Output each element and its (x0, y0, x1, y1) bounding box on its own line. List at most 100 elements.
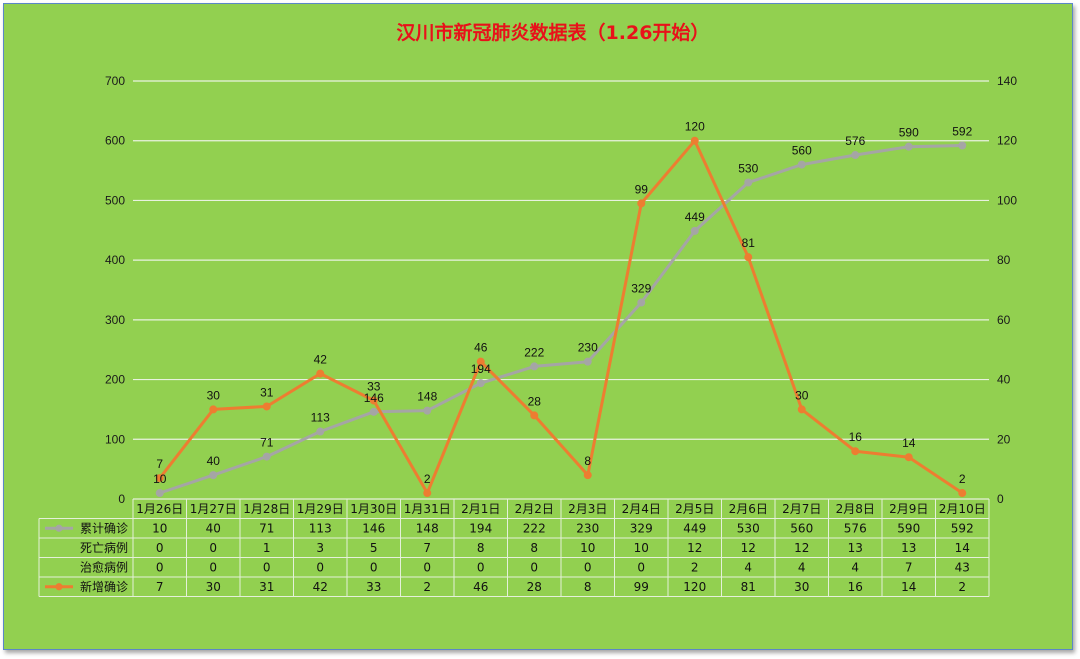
x-tick-label: 1月27日 (190, 502, 237, 516)
table-cell: 0 (209, 541, 217, 555)
data-label: 31 (260, 385, 274, 399)
data-point (797, 160, 806, 169)
table-cell: 7 (156, 580, 164, 594)
data-label: 28 (528, 394, 542, 408)
y-left-tick-label: 600 (105, 134, 125, 148)
data-label: 2 (959, 472, 966, 486)
table-cell: 576 (844, 522, 867, 536)
data-point (530, 411, 539, 420)
data-label: 8 (584, 454, 591, 468)
data-point (369, 407, 378, 416)
data-point (476, 357, 485, 366)
data-point (744, 178, 753, 187)
data-point (958, 489, 967, 498)
data-label: 30 (207, 388, 221, 402)
table-cell: 10 (634, 541, 649, 555)
x-tick-label: 2月4日 (622, 502, 661, 516)
x-tick-label: 1月29日 (297, 502, 344, 516)
x-tick-label: 2月6日 (729, 502, 768, 516)
data-label: 42 (314, 353, 328, 367)
series-line (158, 139, 964, 495)
data-label: 592 (952, 124, 972, 138)
series (155, 136, 967, 498)
y-left-tick-label: 100 (105, 432, 125, 446)
table-cell: 13 (901, 541, 916, 555)
table-cell: 560 (790, 522, 813, 536)
data-label: 530 (738, 162, 758, 176)
data-label: 2 (424, 472, 431, 486)
data-label: 113 (311, 411, 330, 425)
data-label: 7 (156, 457, 163, 471)
table-cell: 1 (263, 541, 271, 555)
table-cell: 2 (423, 580, 431, 594)
y-right-tick-label: 0 (997, 492, 1004, 506)
data-point (797, 405, 806, 414)
table-cell: 2 (958, 580, 966, 594)
y-left-tick-label: 700 (105, 74, 125, 88)
x-tick-label: 2月10日 (939, 502, 986, 516)
table-cell: 449 (683, 522, 706, 536)
table-cell: 8 (477, 541, 485, 555)
table-cell: 113 (309, 522, 332, 536)
table-cell: 33 (366, 580, 381, 594)
data-point (262, 452, 271, 461)
x-tick-label: 2月9日 (889, 502, 928, 516)
table-row-label: 治愈病例 (80, 560, 128, 575)
data-label: 449 (685, 210, 705, 224)
table-cell: 222 (523, 522, 546, 536)
data-label: 16 (849, 430, 863, 444)
table-cell: 0 (530, 561, 538, 575)
table-cell: 71 (259, 522, 274, 536)
data-label: 14 (902, 436, 916, 450)
table-cell: 0 (156, 561, 164, 575)
data-point (690, 136, 699, 145)
data-label: 576 (845, 134, 865, 148)
table-cell: 13 (848, 541, 863, 555)
data-label: 194 (471, 362, 491, 376)
x-tick-label: 2月5日 (675, 502, 714, 516)
table-cell: 40 (206, 522, 221, 536)
data-label: 30 (795, 388, 809, 402)
data-point (155, 489, 164, 498)
table-cell: 43 (955, 561, 970, 575)
data-label: 148 (417, 390, 437, 404)
x-tick-label: 2月1日 (461, 502, 500, 516)
data-label: 590 (899, 126, 919, 140)
chart-frame (3, 3, 1073, 650)
data-point (744, 253, 753, 262)
y-right-tick-label: 80 (997, 253, 1011, 267)
y-right-tick-label: 100 (997, 193, 1017, 207)
table-cell: 2 (691, 561, 699, 575)
data-label: 120 (685, 120, 705, 134)
x-tick-label: 1月28日 (243, 502, 290, 516)
table-row-label: 累计确诊 (80, 522, 128, 536)
data-point (316, 369, 325, 378)
x-tick-label: 2月3日 (568, 502, 607, 516)
table-row-label: 死亡病例 (80, 540, 128, 555)
table-cell: 148 (416, 522, 439, 536)
table-cell: 0 (584, 561, 592, 575)
table-cell: 42 (313, 580, 328, 594)
data-point (690, 226, 699, 235)
data-label: 40 (207, 454, 221, 468)
table-cell: 31 (259, 580, 274, 594)
y-axis-right: 0 20 40 60 80 100 120 140 (997, 74, 1017, 506)
y-left-tick-label: 0 (118, 492, 125, 506)
y-left-tick-label: 500 (105, 193, 125, 207)
data-point (423, 406, 432, 415)
table-cell: 230 (576, 522, 599, 536)
table-cell: 146 (362, 522, 385, 536)
x-tick-label: 1月26日 (136, 502, 183, 516)
table-cell: 530 (737, 522, 760, 536)
table-cell: 7 (905, 561, 913, 575)
data-label: 46 (474, 341, 488, 355)
data-point (904, 453, 913, 462)
table-cell: 16 (848, 580, 863, 594)
data-label: 71 (260, 436, 274, 450)
x-tick-label: 2月7日 (782, 502, 821, 516)
table-cell: 12 (741, 541, 756, 555)
table-cell: 46 (473, 580, 488, 594)
table-cell: 592 (951, 522, 974, 536)
